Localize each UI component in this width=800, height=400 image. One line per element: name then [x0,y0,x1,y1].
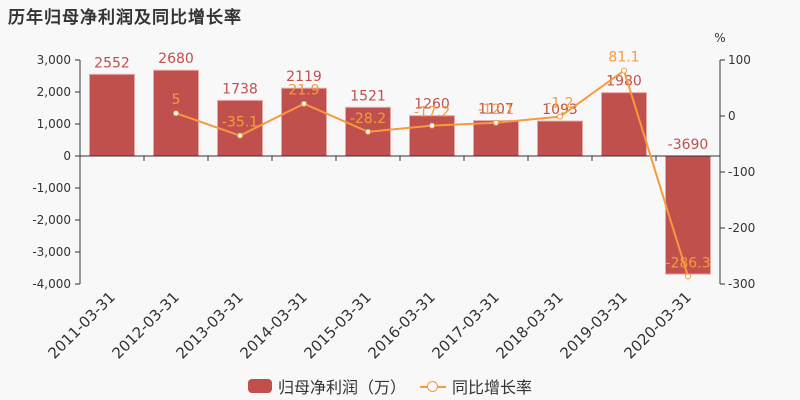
right-axis-tick-label: -100 [728,165,755,179]
right-axis-tick-label: 0 [728,109,736,123]
bar[interactable] [601,92,647,157]
growth-value-label: -1.2 [546,96,573,112]
left-axis-tick-label: 2,000 [37,85,71,99]
line-swatch-icon [420,379,447,393]
bar[interactable] [537,120,583,157]
growth-point[interactable] [301,100,307,107]
bar[interactable] [89,73,135,157]
left-axis-tick-label: -2,000 [32,213,71,227]
growth-value-label: -12.1 [478,102,514,118]
growth-value-label: 5 [172,92,181,108]
legend: 归母净利润（万） 同比增长率 [248,374,546,398]
growth-value-label: -28.2 [350,111,386,127]
growth-value-label: 81.1 [608,50,639,66]
growth-point[interactable] [237,132,243,139]
left-axis-tick-label: -1,000 [32,181,71,195]
right-axis-tick-label: -300 [728,277,755,291]
x-axis-label: 2017-03-31 [428,288,502,362]
x-axis-label: 2018-03-31 [492,288,566,362]
bar[interactable] [473,120,519,157]
x-axis-label: 2019-03-31 [556,288,630,362]
x-axis-label: 2011-03-31 [44,288,118,362]
left-axis-tick-label: 1,000 [37,117,71,131]
growth-value-label: -286.3 [665,255,710,271]
bar-value-label: 2552 [94,55,130,71]
bar-value-label: 1093 [542,102,578,118]
legend-label-growth: 同比增长率 [452,378,533,397]
right-axis-unit: % [714,31,725,45]
x-axis-label: 2012-03-31 [108,288,182,362]
x-axis-label: 2013-03-31 [172,288,246,362]
bar-value-label: 1738 [222,81,258,97]
right-axis-tick-label: 100 [728,53,751,67]
growth-value-label: -17.2 [414,105,450,121]
bar[interactable] [665,155,711,275]
chart-title: 历年归母净利润及同比增长率 [8,8,242,28]
growth-point[interactable] [493,119,499,126]
bar[interactable] [281,87,327,157]
bar-value-label: 1107 [478,102,514,118]
bar-value-label: 1980 [606,74,642,90]
bar-swatch-icon [248,379,272,393]
growth-point[interactable] [173,110,179,117]
growth-point[interactable] [621,67,627,74]
growth-point[interactable] [429,122,435,129]
legend-label-profit: 归母净利润（万） [278,378,407,397]
x-axis-label: 2014-03-31 [236,288,310,362]
bar-value-label: 1260 [414,97,450,113]
growth-point[interactable] [557,113,563,120]
left-axis-tick-label: -4,000 [32,277,71,291]
left-axis-tick-label: -3,000 [32,245,71,259]
bar-value-label: -3690 [668,137,709,153]
growth-point[interactable] [365,128,371,135]
right-axis-tick-label: -200 [728,221,755,235]
legend-item-growth[interactable]: 同比增长率 [420,374,532,398]
legend-item-profit[interactable]: 归母净利润（万） [248,374,406,398]
bar-value-label: 2680 [158,51,194,67]
x-axis-label: 2020-03-31 [620,288,694,362]
growth-value-label: -35.1 [222,115,258,131]
x-axis-label: 2016-03-31 [364,288,438,362]
growth-point[interactable] [685,273,691,280]
left-axis-tick-label: 3,000 [37,53,71,67]
bar[interactable] [409,115,455,157]
growth-value-label: 21.9 [288,83,319,99]
x-axis-label: 2015-03-31 [300,288,374,362]
left-axis-tick-label: 0 [63,149,71,163]
bar-value-label: 2119 [286,69,322,85]
bar-value-label: 1521 [350,88,386,104]
